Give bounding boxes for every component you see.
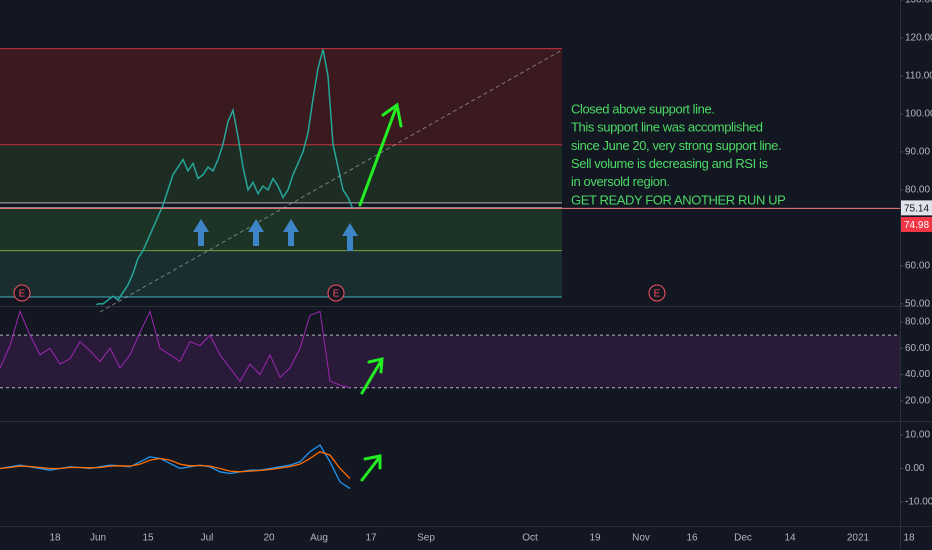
series-line <box>95 49 354 305</box>
annotation-line: Closed above support line. <box>571 101 715 116</box>
annotation-line: since June 20, very strong support line. <box>571 138 781 153</box>
earnings-marker <box>648 284 666 302</box>
zone <box>0 48 562 145</box>
x-tick-label: 15 <box>142 533 154 544</box>
zone <box>0 207 562 251</box>
series-line <box>0 451 351 479</box>
y-tick-label: 60.00 <box>905 261 930 272</box>
y-tick-label: -10.00 <box>905 497 932 508</box>
earnings-marker <box>327 284 345 302</box>
green-arrows <box>358 102 403 482</box>
series-line <box>0 444 351 490</box>
series-line <box>0 309 351 389</box>
x-tick-label: Nov <box>632 533 650 544</box>
y-tick-label: 60.00 <box>905 343 930 354</box>
y-tick-label: 80.00 <box>905 317 930 328</box>
y-tick-label: 20.00 <box>905 396 930 407</box>
plot-layer <box>0 48 900 490</box>
y-tick-label: 0.00 <box>905 463 925 474</box>
trend-line <box>99 49 563 313</box>
blue-arrows <box>193 219 358 251</box>
x-tick-label: 2021 <box>847 533 870 544</box>
price-label-box <box>901 200 932 216</box>
y-tick-label: 100.00 <box>905 109 932 120</box>
x-tick-label: Aug <box>310 533 328 544</box>
y-tick-label: 50.00 <box>905 299 930 310</box>
earnings-marker <box>13 284 31 302</box>
rsi-band <box>0 335 900 388</box>
x-tick-label: Dec <box>734 533 752 544</box>
annotation-line: This support line was accomplished <box>571 120 763 135</box>
price-label: 74.98 <box>904 220 929 231</box>
earnings-label: E <box>654 289 661 300</box>
x-tick-label: 16 <box>686 533 698 544</box>
y-tick-label: 120.00 <box>905 33 932 44</box>
y-tick-label: 110.00 <box>905 71 932 82</box>
x-tick-label: 20 <box>263 533 275 544</box>
x-tick-label: 18 <box>49 533 61 544</box>
x-tick-label: Jun <box>90 533 106 544</box>
earnings-label: E <box>19 289 26 300</box>
annotation: Closed above support line. This support l… <box>571 101 786 207</box>
x-tick-label: 17 <box>365 533 377 544</box>
earnings-label: E <box>333 289 340 300</box>
x-tick-label: 14 <box>784 533 796 544</box>
y-tick-label: 130.00 <box>905 0 932 6</box>
zone <box>0 250 562 298</box>
y-tick-label: 10.00 <box>905 430 930 441</box>
x-tick-label: Oct <box>522 533 538 544</box>
y-tick-label: 80.00 <box>905 185 930 196</box>
x-tick-label: 18 <box>903 533 915 544</box>
y-tick-label: 40.00 <box>905 369 930 380</box>
x-tick-label: 19 <box>589 533 601 544</box>
y-tick-label: 90.00 <box>905 147 930 158</box>
x-tick-label: Jul <box>201 533 214 544</box>
price-label: 75.14 <box>904 204 929 215</box>
annotation-line: in oversold region. <box>571 174 670 189</box>
price-label-box <box>901 216 932 232</box>
annotation-line: Sell volume is decreasing and RSI is <box>571 156 768 171</box>
annotation-line: GET READY FOR ANOTHER RUN UP <box>571 192 785 207</box>
x-tick-label: Sep <box>417 533 435 544</box>
